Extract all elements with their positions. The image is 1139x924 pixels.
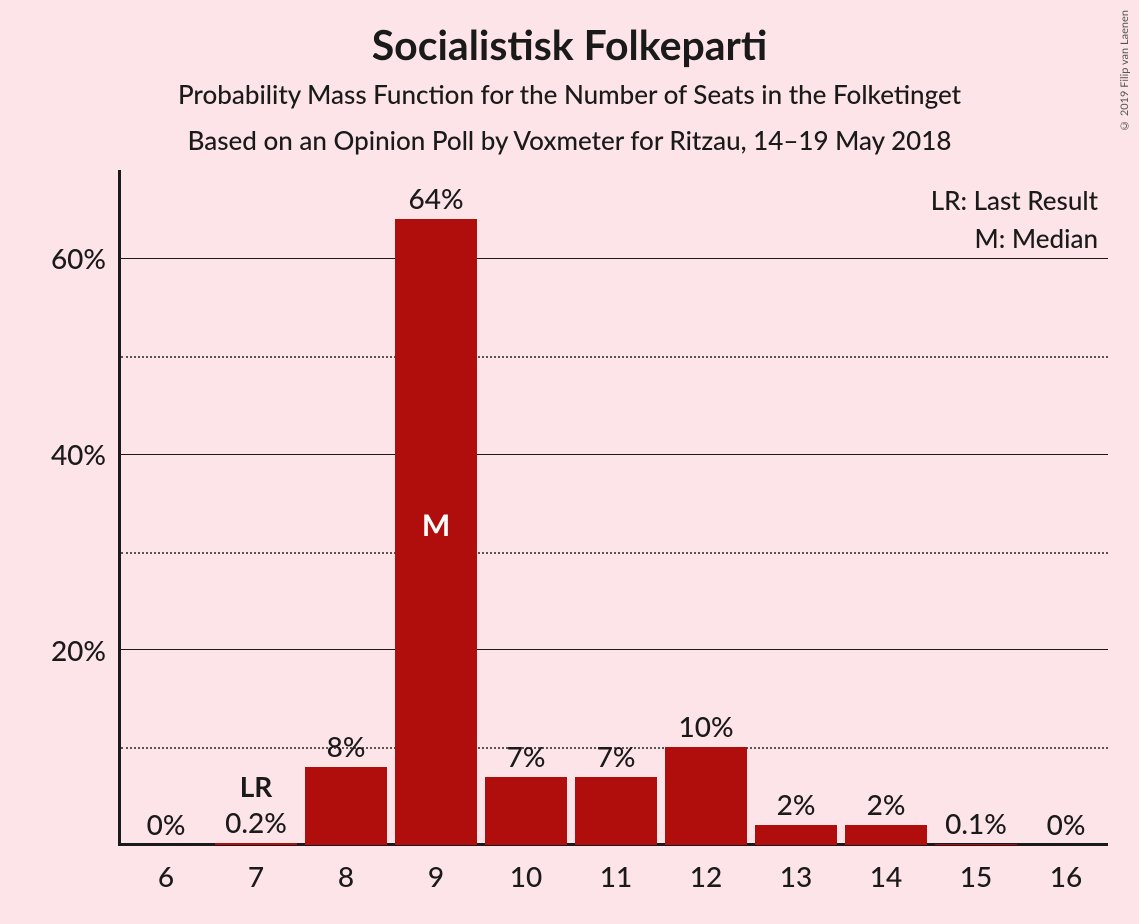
bar-value-label: 0.2% [211, 805, 301, 839]
y-tick-label: 20% [26, 633, 106, 667]
bar-value-label: 2% [841, 787, 931, 821]
gridline-major [121, 258, 1108, 259]
bar [665, 747, 748, 845]
x-tick-label: 13 [751, 859, 841, 893]
x-tick-label: 8 [301, 859, 391, 893]
bar [485, 777, 568, 845]
x-tick-label: 11 [571, 859, 661, 893]
x-tick-label: 12 [661, 859, 751, 893]
x-tick-label: 16 [1021, 859, 1111, 893]
x-tick-label: 14 [841, 859, 931, 893]
y-axis [118, 170, 121, 845]
bar [305, 767, 388, 845]
legend-median: M: Median [975, 222, 1098, 254]
bar [215, 843, 298, 845]
bar [935, 844, 1018, 845]
bar [845, 825, 928, 845]
gridline-minor [121, 356, 1108, 358]
y-tick-label: 60% [26, 241, 106, 275]
bar-value-label: 7% [481, 739, 571, 773]
bar-value-label: 0% [1021, 807, 1111, 841]
y-tick-label: 40% [26, 437, 106, 471]
bar-value-label: 0.1% [931, 806, 1021, 840]
gridline-minor [121, 552, 1108, 554]
x-tick-label: 6 [121, 859, 211, 893]
x-tick-label: 10 [481, 859, 571, 893]
bar-value-label: 8% [301, 729, 391, 763]
subtitle-2: Based on an Opinion Poll by Voxmeter for… [0, 124, 1139, 156]
seat-probability-chart: 20%40%60%0%60.2%78%864%97%107%1110%122%1… [118, 180, 1108, 845]
page-title: Socialistisk Folkeparti [0, 0, 1139, 69]
median-marker: M [391, 507, 481, 543]
copyright-text: © 2019 Filip van Laenen [1118, 10, 1131, 132]
x-tick-label: 7 [211, 859, 301, 893]
x-tick-label: 9 [391, 859, 481, 893]
x-tick-label: 15 [931, 859, 1021, 893]
bar [755, 825, 838, 845]
legend-last-result: LR: Last Result [931, 184, 1098, 216]
gridline-major [121, 454, 1108, 455]
gridline-major [121, 649, 1108, 650]
bar [575, 777, 658, 845]
last-result-marker: LR [211, 769, 301, 803]
bar-value-label: 10% [661, 709, 751, 743]
subtitle-1: Probability Mass Function for the Number… [0, 78, 1139, 110]
bar-value-label: 64% [391, 181, 481, 215]
bar-value-label: 7% [571, 739, 661, 773]
bar-value-label: 0% [121, 807, 211, 841]
bar-value-label: 2% [751, 787, 841, 821]
